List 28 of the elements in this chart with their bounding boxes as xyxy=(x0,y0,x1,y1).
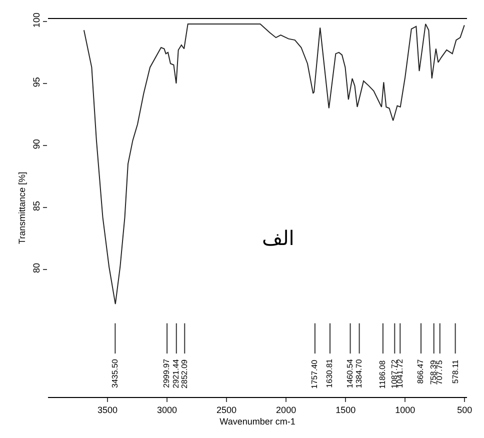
y-tick-label: 100 xyxy=(31,12,42,28)
annotation: 1630.81 xyxy=(325,358,334,388)
annotation: 2921.44 xyxy=(172,358,181,388)
x-tick-label: 1500 xyxy=(336,404,356,415)
annotation: 1186.08 xyxy=(378,360,388,389)
line-series xyxy=(83,23,465,305)
x-tick-label: 3500 xyxy=(98,404,118,415)
annotation: الف xyxy=(262,226,294,250)
x-axis-title: Wavenumber cm-1 xyxy=(220,416,296,427)
x-tick-label: 1000 xyxy=(395,404,416,415)
annotation: 2999.97 xyxy=(162,358,172,388)
annotation: 866.47 xyxy=(416,358,426,384)
y-tick-label: 85 xyxy=(31,201,42,212)
annotation: 1460.54 xyxy=(345,358,354,388)
annotation: 707.75 xyxy=(435,360,444,385)
y-tick-label: 80 xyxy=(31,262,42,274)
y-axis-title: Transmittance [%] xyxy=(16,172,27,244)
x-tick-label: 2500 xyxy=(216,404,237,415)
x-tick-label: 500 xyxy=(457,404,472,415)
y-tick-label: 95 xyxy=(31,77,42,88)
y-tick-label: 90 xyxy=(31,139,42,150)
x-tick-label: 2000 xyxy=(276,404,296,415)
annotation: 1384.70 xyxy=(354,358,364,388)
x-tick-label: 3000 xyxy=(157,404,178,415)
annotation: 2852.09 xyxy=(180,358,189,388)
annotation: 3435.50 xyxy=(110,358,120,388)
annotation: 1757.40 xyxy=(310,359,320,389)
annotation: 578.11 xyxy=(451,359,460,384)
